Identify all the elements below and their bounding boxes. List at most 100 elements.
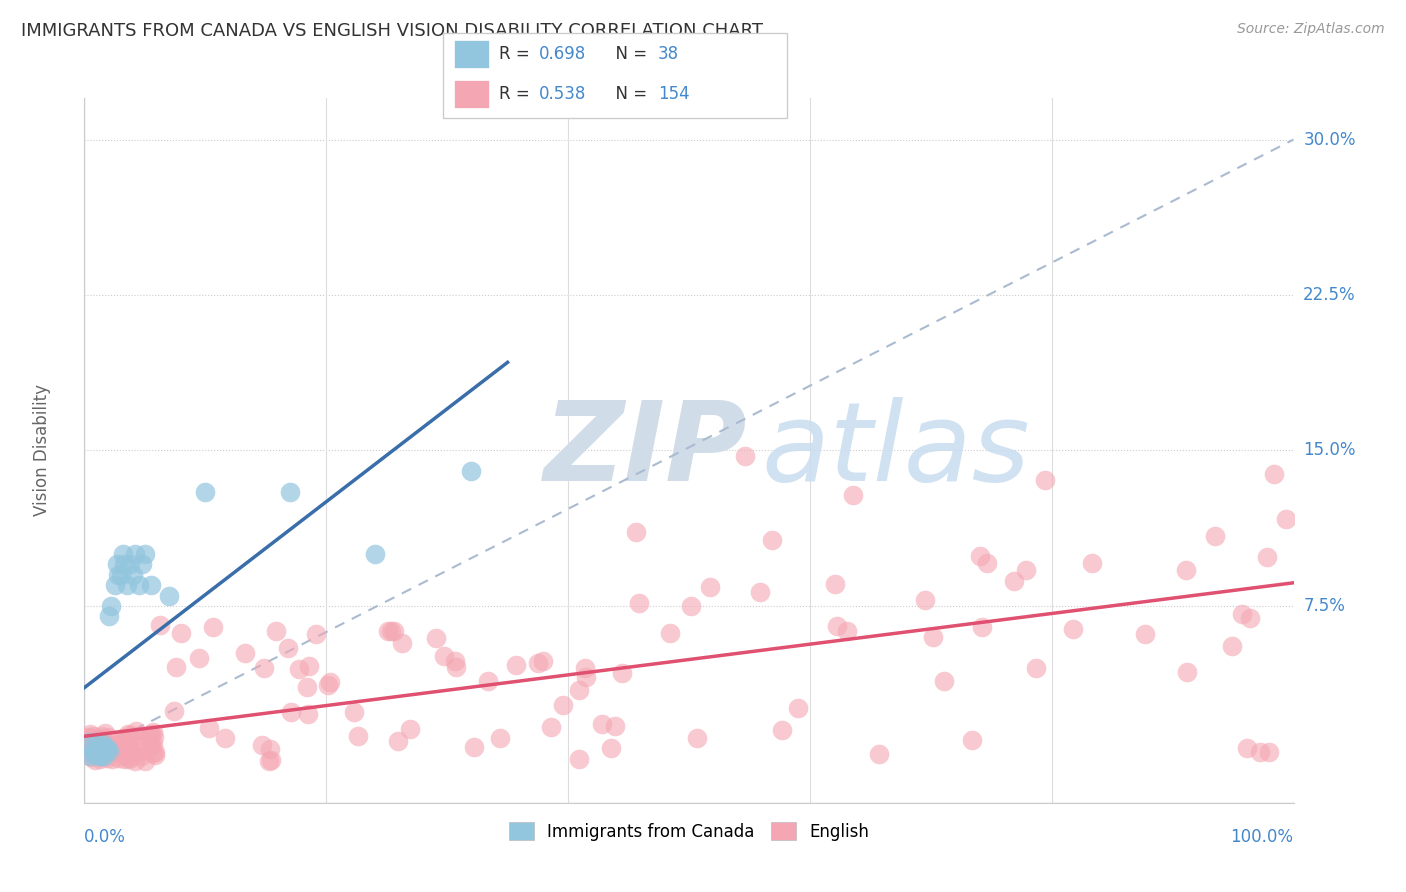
Point	[188, 651, 211, 665]
Text: Vision Disability: Vision Disability	[32, 384, 51, 516]
Point	[118, 734, 141, 748]
Point	[105, 558, 128, 572]
Point	[460, 464, 482, 478]
Point	[129, 749, 152, 764]
Point	[257, 754, 280, 768]
Point	[526, 656, 548, 670]
Point	[107, 745, 129, 759]
Point	[264, 624, 287, 639]
Point	[149, 618, 172, 632]
Point	[380, 624, 402, 638]
Point	[83, 747, 105, 761]
Point	[125, 723, 148, 738]
Point	[141, 727, 163, 741]
Text: atlas: atlas	[762, 397, 1031, 504]
Point	[591, 717, 613, 731]
Point	[97, 741, 120, 756]
Point	[100, 599, 122, 613]
Point	[914, 592, 936, 607]
Point	[104, 578, 127, 592]
Point	[489, 731, 512, 745]
Text: 0.698: 0.698	[538, 45, 586, 63]
Point	[253, 661, 276, 675]
Point	[679, 599, 702, 614]
Text: N =: N =	[605, 85, 652, 103]
Text: Source: ZipAtlas.com: Source: ZipAtlas.com	[1237, 22, 1385, 37]
Point	[477, 673, 499, 688]
Point	[551, 698, 574, 713]
Point	[1249, 746, 1271, 760]
Point	[112, 558, 135, 572]
Text: 154: 154	[658, 85, 689, 103]
Point	[138, 729, 160, 743]
Point	[101, 752, 124, 766]
Point	[382, 624, 405, 639]
Point	[1175, 665, 1198, 679]
Point	[297, 707, 319, 722]
Text: ZIP: ZIP	[544, 397, 748, 504]
Point	[142, 725, 165, 739]
Point	[82, 744, 104, 758]
Point	[94, 741, 117, 756]
Point	[97, 738, 120, 752]
Point	[127, 729, 149, 743]
Point	[295, 680, 318, 694]
Point	[505, 658, 527, 673]
Point	[1220, 639, 1243, 653]
Text: 0.0%: 0.0%	[84, 828, 127, 846]
Point	[118, 752, 141, 766]
Point	[89, 732, 111, 747]
Point	[1015, 563, 1038, 577]
Point	[120, 558, 142, 572]
Point	[605, 719, 627, 733]
Point	[87, 732, 110, 747]
Point	[749, 585, 772, 599]
Point	[101, 742, 124, 756]
Point	[90, 731, 112, 746]
Point	[117, 727, 139, 741]
Point	[1258, 745, 1281, 759]
Point	[93, 748, 115, 763]
Point	[627, 596, 650, 610]
Point	[131, 744, 153, 758]
Point	[824, 577, 846, 591]
Point	[98, 738, 121, 752]
Point	[90, 729, 112, 743]
Point	[132, 739, 155, 753]
Point	[233, 646, 256, 660]
Point	[128, 578, 150, 592]
Point	[96, 741, 118, 756]
Point	[107, 567, 129, 582]
Point	[305, 627, 328, 641]
Point	[77, 731, 100, 745]
Point	[79, 726, 101, 740]
Text: R =: R =	[499, 45, 536, 63]
Point	[84, 753, 107, 767]
Point	[377, 624, 399, 638]
Point	[1081, 557, 1104, 571]
Point	[86, 744, 108, 758]
Point	[387, 734, 409, 748]
Point	[86, 735, 108, 749]
Point	[868, 747, 890, 761]
Point	[363, 547, 385, 561]
Point	[80, 731, 103, 745]
Point	[1230, 607, 1253, 622]
Point	[1239, 610, 1261, 624]
Point	[1002, 574, 1025, 588]
Point	[1062, 622, 1084, 636]
Point	[202, 620, 225, 634]
Point	[280, 705, 302, 719]
Point	[624, 524, 647, 539]
Point	[89, 731, 111, 746]
Point	[110, 567, 132, 582]
Point	[976, 556, 998, 570]
Point	[433, 648, 456, 663]
Text: IMMIGRANTS FROM CANADA VS ENGLISH VISION DISABILITY CORRELATION CHART: IMMIGRANTS FROM CANADA VS ENGLISH VISION…	[21, 22, 763, 40]
Point	[685, 731, 707, 745]
Point	[89, 749, 111, 764]
Point	[277, 641, 299, 656]
Point	[111, 734, 134, 748]
Point	[444, 659, 467, 673]
Point	[91, 744, 114, 758]
